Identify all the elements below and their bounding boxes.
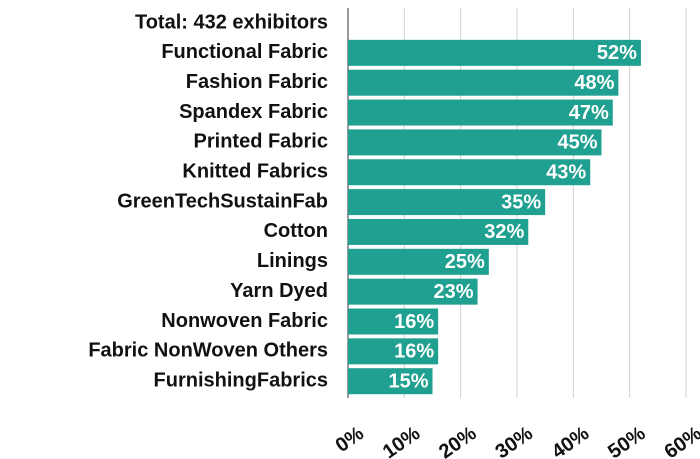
bar xyxy=(348,129,602,156)
x-tick-label: 0% xyxy=(332,422,368,457)
bar xyxy=(348,338,439,365)
y-tick-label: Yarn Dyed xyxy=(230,280,328,302)
x-tick-label: 10% xyxy=(379,422,425,459)
value-label: 47% xyxy=(569,102,609,124)
bar xyxy=(348,218,529,245)
value-label: 43% xyxy=(546,162,586,184)
bar xyxy=(348,308,439,335)
y-tick-label: Fashion Fabric xyxy=(186,71,328,93)
value-label: 32% xyxy=(484,221,524,243)
y-tick-label: Printed Fabric xyxy=(194,131,328,153)
chart-title: Total: 432 exhibitors xyxy=(135,11,328,33)
bar xyxy=(348,368,433,395)
y-tick-label: Cotton xyxy=(264,220,328,242)
bar xyxy=(348,278,478,305)
x-tick-label: 20% xyxy=(435,422,481,459)
x-tick-label: 60% xyxy=(660,422,700,459)
bar xyxy=(348,69,619,96)
value-label: 45% xyxy=(557,132,597,154)
bar xyxy=(348,39,641,66)
value-label: 48% xyxy=(574,72,614,94)
y-tick-label: Linings xyxy=(257,250,328,272)
value-label: 16% xyxy=(394,341,434,363)
y-tick-label: Functional Fabric xyxy=(161,41,328,63)
y-tick-label: FurnishingFabrics xyxy=(154,369,328,391)
x-tick-label: 40% xyxy=(548,422,594,459)
bar xyxy=(348,99,613,126)
y-tick-label: Fabric NonWoven Others xyxy=(88,340,328,362)
y-tick-label: Spandex Fabric xyxy=(179,101,328,123)
y-tick-label: Knitted Fabrics xyxy=(182,161,328,183)
bar xyxy=(348,189,546,216)
value-label: 25% xyxy=(445,251,485,273)
y-tick-label: Nonwoven Fabric xyxy=(161,310,328,332)
bar xyxy=(348,248,489,275)
value-label: 16% xyxy=(394,311,434,333)
y-tick-label: GreenTechSustainFab xyxy=(117,190,328,212)
value-label: 35% xyxy=(501,191,541,213)
value-label: 15% xyxy=(388,370,428,392)
x-tick-label: 30% xyxy=(491,422,537,459)
bar xyxy=(348,159,591,186)
value-label: 52% xyxy=(597,42,637,64)
x-tick-label: 50% xyxy=(604,422,650,459)
value-label: 23% xyxy=(434,281,474,303)
